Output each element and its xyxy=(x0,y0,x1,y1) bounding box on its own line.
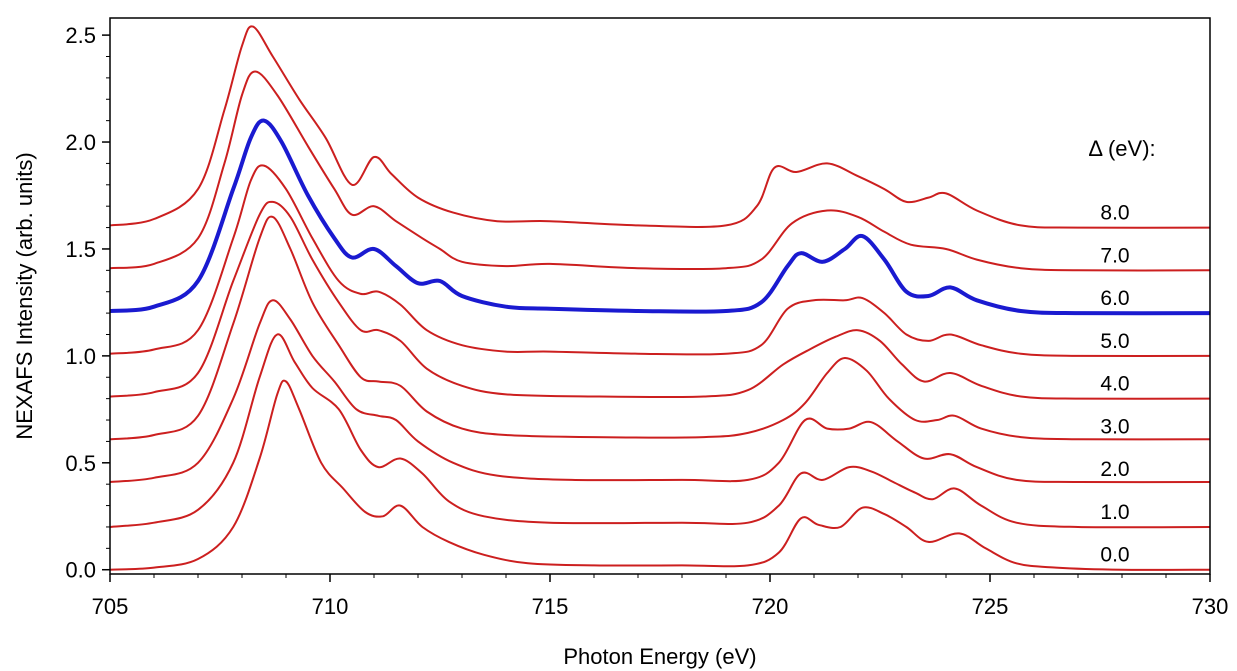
axes: 705 710 715 720 725 730 0.0 0.5 1.0 1.5 2.0 2.5 xyxy=(65,17,1229,619)
y-axis-title: NEXAFS Intensity (arb. units) xyxy=(12,152,37,439)
series-label: 8.0 xyxy=(1100,202,1129,225)
series-line-7-0 xyxy=(109,70,1211,272)
x-tick-label: 720 xyxy=(752,594,789,619)
y-tick-label: 0.0 xyxy=(65,558,96,583)
series-line-0-0 xyxy=(109,379,1211,571)
x-tick-label: 730 xyxy=(1192,594,1229,619)
series-line-4-0 xyxy=(109,200,1211,400)
series-label: 1.0 xyxy=(1100,501,1129,524)
series-line-3-0 xyxy=(109,215,1211,441)
series-line-6-0 xyxy=(109,118,1211,316)
series-line-5-0 xyxy=(109,164,1211,358)
x-axis-title: Photon Energy (eV) xyxy=(563,644,756,669)
x-tick-label: 705 xyxy=(92,594,129,619)
legend-title: Δ (eV): xyxy=(1088,136,1155,161)
series-label: 6.0 xyxy=(1100,287,1129,310)
series-label: 7.0 xyxy=(1100,244,1129,267)
y-tick-label: 0.5 xyxy=(65,451,96,476)
series-label: 0.0 xyxy=(1100,544,1129,567)
x-tick-label: 725 xyxy=(972,594,1009,619)
series-label: 4.0 xyxy=(1100,373,1129,396)
x-tick-label: 710 xyxy=(312,594,349,619)
series-label: 2.0 xyxy=(1100,458,1129,481)
y-tick-label: 2.0 xyxy=(65,130,96,155)
series-label: 5.0 xyxy=(1100,330,1129,353)
series-layer: 0.0 1.0 2.0 3.0 4.0 5.0 6.0 7.0 8.0 xyxy=(109,25,1211,571)
y-tick-label: 1.0 xyxy=(65,344,96,369)
series-line-2-0 xyxy=(109,299,1211,484)
series-label: 3.0 xyxy=(1100,415,1129,438)
y-tick-label: 1.5 xyxy=(65,237,96,262)
series-line-8-0 xyxy=(109,25,1211,229)
plot-frame xyxy=(109,17,1211,575)
y-tick-label: 2.5 xyxy=(65,23,96,48)
x-tick-label: 715 xyxy=(532,594,569,619)
series-line-1-0 xyxy=(109,333,1211,529)
